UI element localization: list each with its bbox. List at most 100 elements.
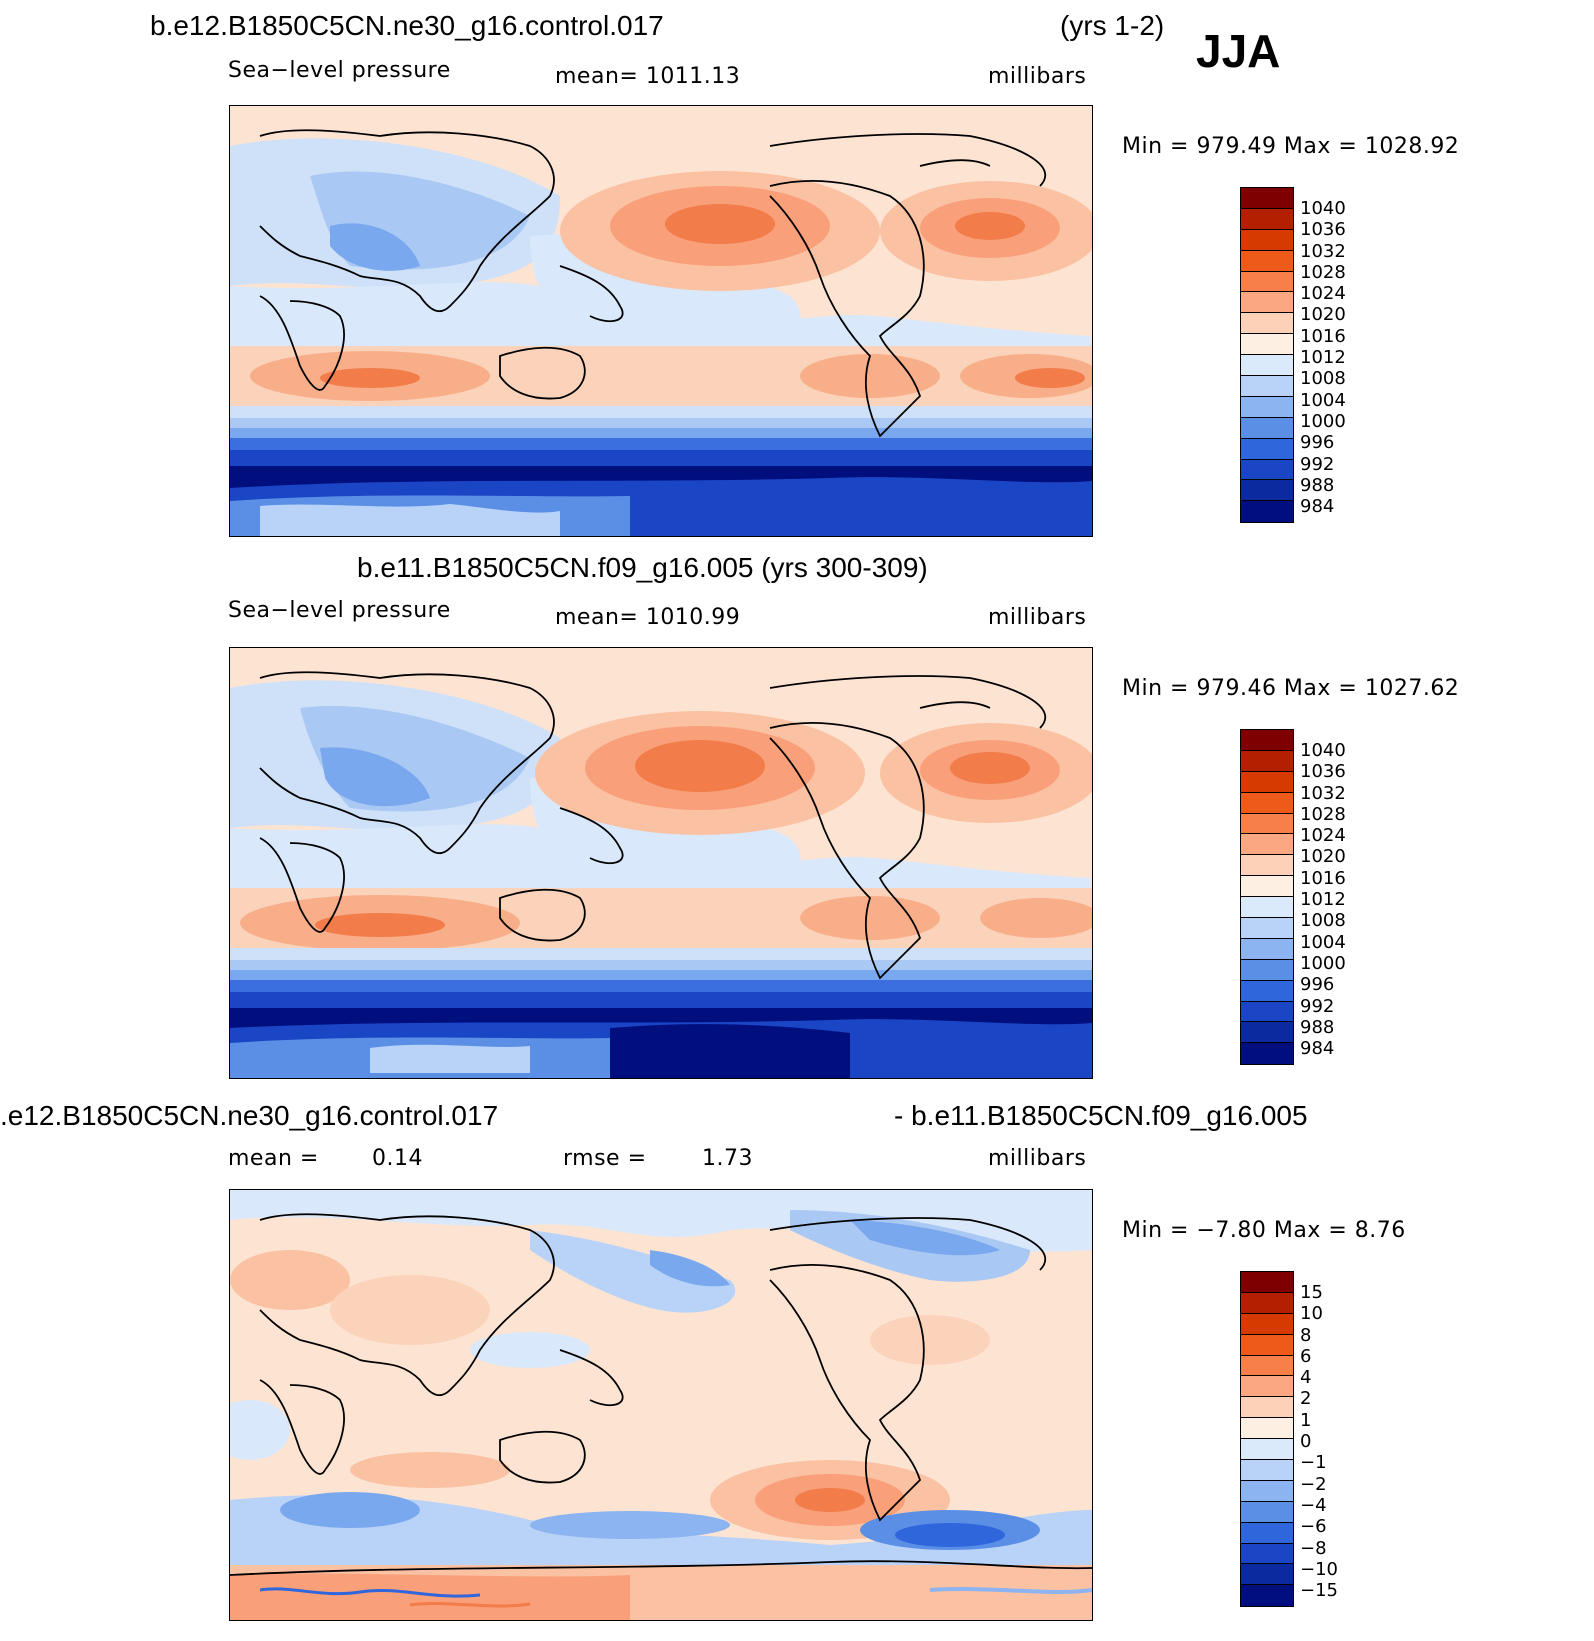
colorbar-swatch [1241, 501, 1293, 523]
panel2-colorbar [1240, 729, 1294, 1066]
colorbar-swatch [1241, 1585, 1293, 1607]
panel1-minmax: Min = 979.49 Max = 1028.92 [1122, 134, 1460, 159]
colorbar-label: 1016 [1300, 325, 1346, 347]
colorbar-label: 1020 [1300, 846, 1346, 868]
colorbar-swatch [1241, 480, 1293, 502]
season-label: JJA [1196, 25, 1281, 77]
colorbar-label: 996 [1300, 974, 1335, 996]
panel3-minmax: Min = −7.80 Max = 8.76 [1122, 1218, 1406, 1243]
colorbar-swatch [1241, 1043, 1293, 1065]
colorbar-label: 988 [1300, 474, 1335, 496]
colorbar-swatch [1241, 334, 1293, 356]
colorbar-swatch [1241, 918, 1293, 939]
panel3-mean-label: mean = [228, 1146, 319, 1171]
panel3-map-svg [230, 1190, 1092, 1620]
colorbar-swatch [1241, 1397, 1293, 1419]
colorbar-label: −15 [1300, 1580, 1338, 1602]
colorbar-swatch [1241, 959, 1293, 981]
panel3-map [229, 1189, 1093, 1621]
panel2-variable: Sea−level pressure [228, 598, 451, 623]
colorbar-swatch [1241, 1355, 1293, 1377]
colorbar-swatch [1241, 1418, 1293, 1440]
colorbar-swatch [1241, 271, 1293, 293]
colorbar-label: 1028 [1300, 803, 1346, 825]
colorbar-swatch [1241, 208, 1293, 230]
colorbar-label: 1024 [1300, 825, 1346, 847]
colorbar-label: 1036 [1300, 761, 1346, 783]
colorbar-label: 0 [1300, 1431, 1312, 1453]
colorbar-swatch [1241, 292, 1293, 314]
colorbar-swatch [1241, 438, 1293, 460]
colorbar-label: 1032 [1300, 782, 1346, 804]
panel2-map [229, 647, 1093, 1079]
colorbar-label: 1032 [1300, 240, 1346, 262]
colorbar-swatch [1241, 1501, 1293, 1523]
panel1-map [229, 105, 1093, 537]
colorbar-swatch [1241, 980, 1293, 1002]
panel1-colorbar-labels: 1040 1036 1032 1028 1024 1020 1016 1012 1008 1004… [1300, 198, 1346, 517]
colorbar-swatch [1241, 459, 1293, 481]
colorbar-label: 1000 [1300, 952, 1346, 974]
colorbar-label: 1040 [1300, 198, 1346, 219]
colorbar-label: 988 [1300, 1016, 1335, 1038]
colorbar-label: 10 [1300, 1303, 1323, 1325]
panel1-colorbar [1240, 187, 1294, 524]
colorbar-label: 984 [1300, 1038, 1335, 1060]
colorbar-label: 15 [1300, 1282, 1323, 1303]
colorbar-label: 1 [1300, 1409, 1312, 1431]
colorbar-swatch [1241, 813, 1293, 835]
colorbar-swatch [1241, 1001, 1293, 1023]
colorbar-label: 1024 [1300, 283, 1346, 305]
colorbar-swatch [1241, 250, 1293, 272]
colorbar-label: 1028 [1300, 261, 1346, 283]
colorbar-swatch [1241, 750, 1293, 772]
colorbar-swatch [1241, 1334, 1293, 1356]
colorbar-swatch [1241, 229, 1293, 251]
colorbar-label: −8 [1300, 1537, 1327, 1559]
panel1-units: millibars [988, 64, 1087, 89]
colorbar-swatch [1241, 938, 1293, 960]
colorbar-swatch [1241, 1480, 1293, 1502]
colorbar-label: 1004 [1300, 931, 1346, 953]
colorbar-label: −6 [1300, 1516, 1327, 1538]
panel2-minmax: Min = 979.46 Max = 1027.62 [1122, 676, 1460, 701]
colorbar-label: 1008 [1300, 368, 1346, 390]
colorbar-swatch [1241, 417, 1293, 439]
colorbar-label: 992 [1300, 995, 1335, 1017]
colorbar-label: −1 [1300, 1452, 1327, 1474]
colorbar-label: 984 [1300, 496, 1335, 518]
panel2-map-svg [230, 648, 1092, 1078]
colorbar-swatch [1241, 792, 1293, 814]
panel1-mean: mean= 1011.13 [555, 64, 741, 89]
colorbar-label: 4 [1300, 1367, 1312, 1389]
panel3-mean-value: 0.14 [372, 1146, 423, 1171]
panel1-variable: Sea−level pressure [228, 58, 451, 83]
panel1-title: b.e12.B1850C5CN.ne30_g16.control.017 [150, 10, 664, 41]
panel1-map-svg [230, 106, 1092, 536]
colorbar-swatch [1241, 1376, 1293, 1398]
colorbar-swatch [1241, 188, 1293, 209]
colorbar-swatch [1241, 1313, 1293, 1335]
colorbar-label: 1016 [1300, 867, 1346, 889]
colorbar-label: 996 [1300, 432, 1335, 454]
colorbar-swatch [1241, 876, 1293, 898]
colorbar-swatch [1241, 1543, 1293, 1565]
colorbar-swatch [1241, 396, 1293, 418]
panel2-colorbar-labels: 1040 1036 1032 1028 1024 1020 1016 1012 1008 1004… [1300, 740, 1346, 1059]
colorbar-label: −2 [1300, 1473, 1327, 1495]
colorbar-swatch [1241, 1272, 1293, 1293]
colorbar-label: 6 [1300, 1345, 1312, 1367]
colorbar-label: 1012 [1300, 347, 1346, 369]
panel3-colorbar-labels: 15 10 8 6 4 2 1 0 −1 −2 −4 −6 −8 −10 −15 [1300, 1282, 1338, 1601]
colorbar-swatch [1241, 1460, 1293, 1481]
colorbar-label: 1008 [1300, 910, 1346, 932]
colorbar-swatch [1241, 771, 1293, 793]
colorbar-label: 1012 [1300, 889, 1346, 911]
colorbar-label: 1040 [1300, 740, 1346, 761]
colorbar-label: 1020 [1300, 304, 1346, 326]
colorbar-swatch [1241, 376, 1293, 397]
colorbar-swatch [1241, 1022, 1293, 1044]
colorbar-swatch [1241, 730, 1293, 751]
colorbar-swatch [1241, 834, 1293, 856]
colorbar-label: 1036 [1300, 219, 1346, 241]
